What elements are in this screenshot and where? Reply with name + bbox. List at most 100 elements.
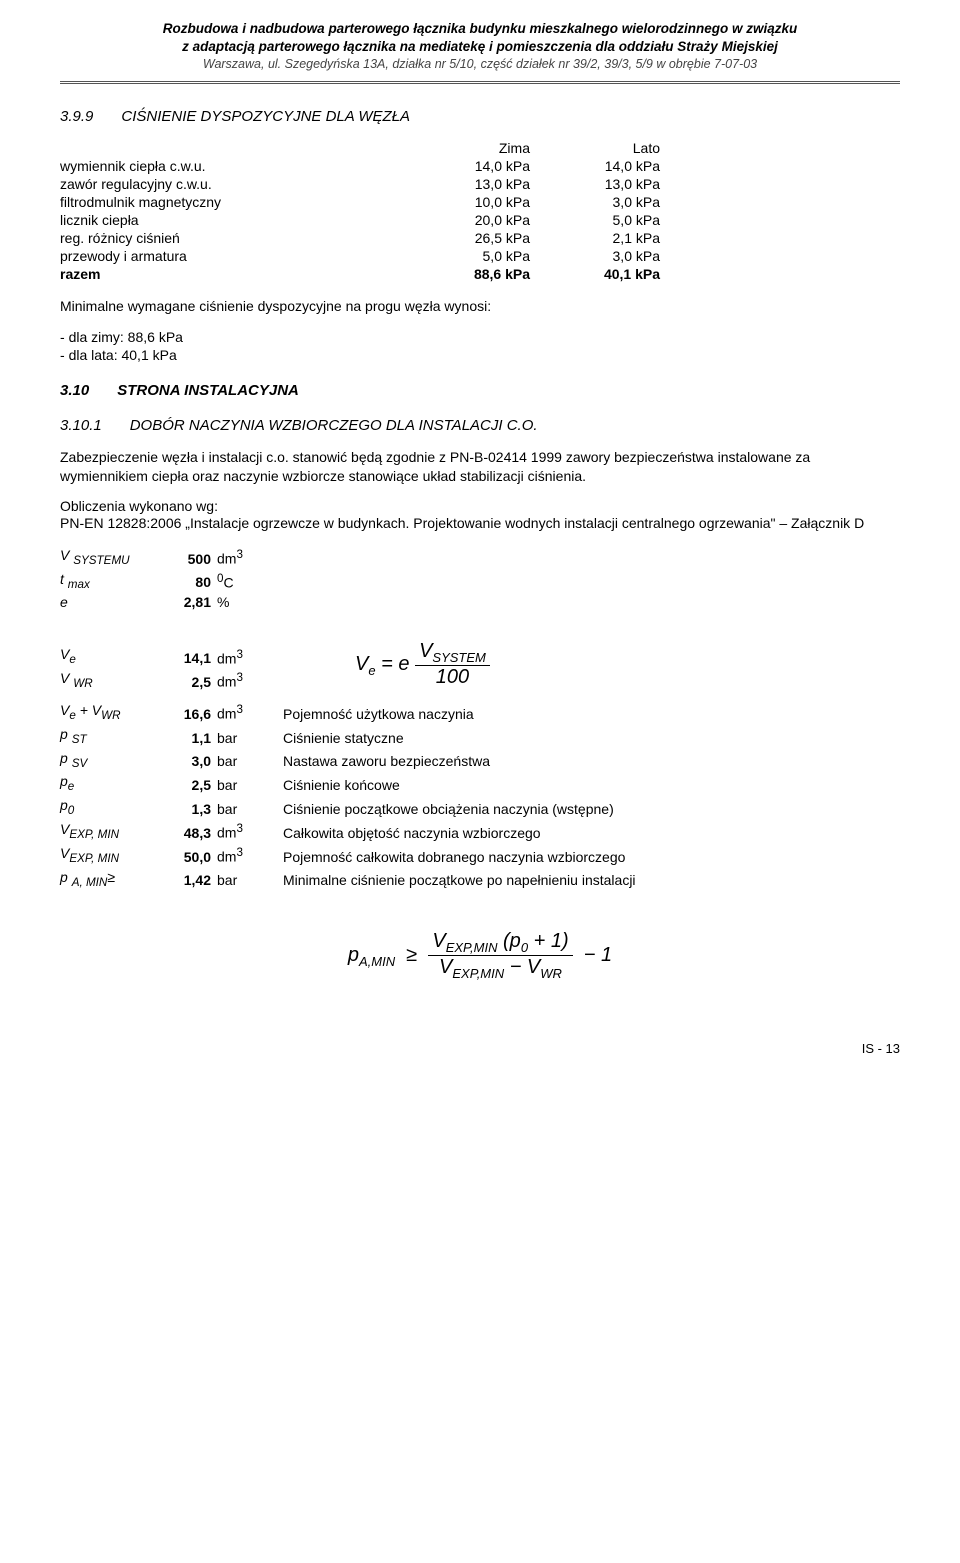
param-unit: 0C (217, 569, 273, 593)
param-unit: bar (217, 748, 273, 772)
param-desc: Ciśnienie początkowe obciążenia naczynia… (273, 795, 642, 819)
para-norma: PN-EN 12828:2006 „Instalacje ogrzewcze w… (60, 514, 900, 533)
param-value: 14,1 (161, 644, 217, 668)
param-desc: Całkowita objętość naczynia wzbiorczego (273, 819, 642, 843)
row-zima: 5,0 kPa (430, 247, 560, 265)
param-unit: dm3 (217, 843, 273, 867)
table-row: e2,81% (60, 592, 273, 612)
param-desc (273, 668, 289, 692)
col-lato: Lato (560, 139, 690, 157)
row-zima: 26,5 kPa (430, 229, 560, 247)
table-row: licznik ciepła20,0 kPa5,0 kPa (60, 211, 690, 229)
table-row: reg. różnicy ciśnień26,5 kPa2,1 kPa (60, 229, 690, 247)
param-symbol: V SYSTEMU (60, 545, 161, 569)
table-row: przewody i armatura5,0 kPa3,0 kPa (60, 247, 690, 265)
header-line1: Rozbudowa i nadbudowa parterowego łączni… (60, 20, 900, 38)
param-value: 16,6 (161, 700, 217, 724)
param-symbol: e (60, 592, 161, 612)
header-rule (60, 81, 900, 84)
param-value: 500 (161, 545, 217, 569)
param-unit: dm3 (217, 545, 273, 569)
list-item: dla zimy: 88,6 kPa (60, 328, 900, 346)
param-symbol: p SV (60, 748, 161, 772)
row-label: filtrodmulnik magnetyczny (60, 193, 430, 211)
param-value: 2,5 (161, 668, 217, 692)
table-row: p A, MIN≥1,42barMinimalne ciśnienie pocz… (60, 867, 642, 891)
table-row: p SV3,0barNastawa zaworu bezpieczeństwa (60, 748, 642, 772)
pressure-table: Zima Lato wymiennik ciepła c.w.u.14,0 kP… (60, 139, 690, 283)
list-item: dla lata: 40,1 kPa (60, 346, 900, 364)
param-unit: dm3 (217, 644, 273, 668)
param-unit: dm3 (217, 700, 273, 724)
param-symbol: VEXP, MIN (60, 843, 161, 867)
vessel-results-table: Ve + VWR16,6dm3Pojemność użytkowa naczyn… (60, 700, 642, 890)
section-310-text: STRONA INSTALACYJNA (117, 382, 299, 399)
param-symbol: Ve + VWR (60, 700, 161, 724)
table-row: zawór regulacyjny c.w.u.13,0 kPa13,0 kPa (60, 175, 690, 193)
row-zima: 20,0 kPa (430, 211, 560, 229)
header-line2: z adaptacją parterowego łącznika na medi… (60, 38, 900, 56)
param-desc: Minimalne ciśnienie początkowe po napełn… (273, 867, 642, 891)
section-310-num: 3.10 (60, 382, 89, 399)
row-label: przewody i armatura (60, 247, 430, 265)
table-header-row: Zima Lato (60, 139, 690, 157)
table-row: VEXP, MIN48,3dm3Całkowita objętość naczy… (60, 819, 642, 843)
para-zabezpieczenie: Zabezpieczenie węzła i instalacji c.o. s… (60, 448, 900, 486)
section-310-title: 3.10 STRONA INSTALACYJNA (60, 382, 900, 399)
param-value: 50,0 (161, 843, 217, 867)
param-symbol: t max (60, 569, 161, 593)
section-3101-num: 3.10.1 (60, 417, 102, 434)
formula-pamin: pA,MIN ≥ VEXP,MIN (p0 + 1) VEXP,MIN − VW… (60, 930, 900, 981)
section-399-title: 3.9.9 CIŚNIENIE DYSPOZYCYJNE DLA WĘZŁA (60, 108, 900, 125)
row-zima: 14,0 kPa (430, 157, 560, 175)
table-row: VEXP, MIN50,0dm3Pojemność całkowita dobr… (60, 843, 642, 867)
table-row: pe2,5barCiśnienie końcowe (60, 771, 642, 795)
section-3101-title: 3.10.1 DOBÓR NACZYNIA WZBIORCZEGO DLA IN… (60, 417, 900, 434)
param-symbol: VEXP, MIN (60, 819, 161, 843)
vessel-params-table: V SYSTEMU500dm3t max800Ce2,81% (60, 545, 273, 613)
row-label: reg. różnicy ciśnień (60, 229, 430, 247)
section-3101-text: DOBÓR NACZYNIA WZBIORCZEGO DLA INSTALACJ… (130, 417, 538, 434)
table-row: p ST1,1barCiśnienie statyczne (60, 724, 642, 748)
para-obliczenia: Obliczenia wykonano wg: (60, 498, 900, 514)
param-desc: Pojemność użytkowa naczynia (273, 700, 642, 724)
param-value: 2,81 (161, 592, 217, 612)
min-pressure-line: Minimalne wymagane ciśnienie dyspozycyjn… (60, 297, 900, 316)
section-399-num: 3.9.9 (60, 108, 93, 125)
page-footer: IS - 13 (60, 1041, 900, 1056)
sum-zima: 88,6 kPa (430, 265, 560, 283)
table-row: t max800C (60, 569, 273, 593)
row-lato: 3,0 kPa (560, 193, 690, 211)
param-unit: dm3 (217, 668, 273, 692)
param-symbol: V WR (60, 668, 161, 692)
param-value: 1,42 (161, 867, 217, 891)
doc-header: Rozbudowa i nadbudowa parterowego łączni… (60, 20, 900, 73)
sum-label: razem (60, 265, 430, 283)
param-value: 1,1 (161, 724, 217, 748)
row-lato: 2,1 kPa (560, 229, 690, 247)
param-desc: Pojemność całkowita dobranego naczynia w… (273, 843, 642, 867)
param-symbol: p A, MIN≥ (60, 867, 161, 891)
row-lato: 13,0 kPa (560, 175, 690, 193)
col-zima: Zima (430, 139, 560, 157)
row-label: zawór regulacyjny c.w.u. (60, 175, 430, 193)
row-lato: 5,0 kPa (560, 211, 690, 229)
param-unit: bar (217, 771, 273, 795)
param-value: 1,3 (161, 795, 217, 819)
vessel-ve-table: Ve14,1dm3 V WR2,5dm3 (60, 644, 289, 692)
header-sub: Warszawa, ul. Szegedyńska 13A, działka n… (60, 56, 900, 73)
param-value: 80 (161, 569, 217, 593)
row-label: wymiennik ciepła c.w.u. (60, 157, 430, 175)
param-symbol: Ve (60, 644, 161, 668)
section-399-text: CIŚNIENIE DYSPOZYCYJNE DLA WĘZŁA (121, 108, 410, 125)
param-symbol: p ST (60, 724, 161, 748)
sum-lato: 40,1 kPa (560, 265, 690, 283)
table-row: wymiennik ciepła c.w.u.14,0 kPa14,0 kPa (60, 157, 690, 175)
min-pressure-list: dla zimy: 88,6 kPadla lata: 40,1 kPa (60, 328, 900, 364)
table-row: filtrodmulnik magnetyczny10,0 kPa3,0 kPa (60, 193, 690, 211)
param-desc: Nastawa zaworu bezpieczeństwa (273, 748, 642, 772)
param-value: 2,5 (161, 771, 217, 795)
table-row: p01,3barCiśnienie początkowe obciążenia … (60, 795, 642, 819)
row-lato: 3,0 kPa (560, 247, 690, 265)
param-desc: Ciśnienie końcowe (273, 771, 642, 795)
